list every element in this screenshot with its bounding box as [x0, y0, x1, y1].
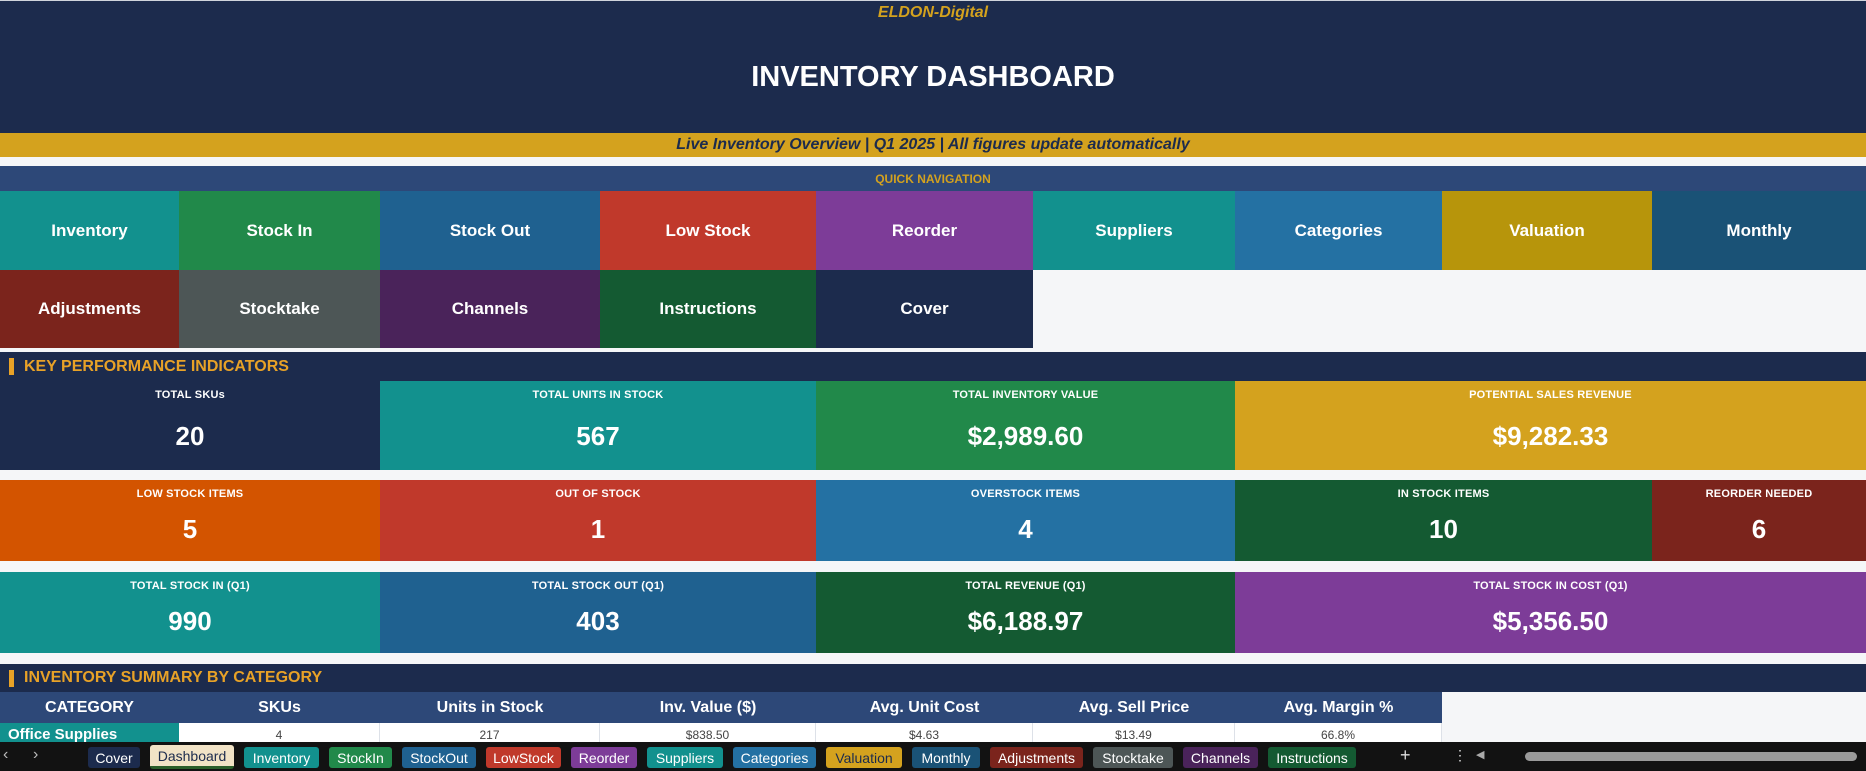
kpi-in-stock-items: IN STOCK ITEMS 10 — [1235, 480, 1652, 561]
nav-button-stock-in[interactable]: Stock In — [179, 191, 380, 270]
kpi-label: IN STOCK ITEMS — [1397, 488, 1490, 500]
nav-button-monthly[interactable]: Monthly — [1652, 191, 1866, 270]
plus-icon[interactable]: + — [1400, 745, 1411, 765]
kpi-value: $5,356.50 — [1492, 606, 1609, 636]
nav-button-inventory[interactable]: Inventory — [0, 191, 179, 270]
dashboard-header: ELDON-Digital INVENTORY DASHBOARD — [0, 1, 1866, 133]
nav-button-channels[interactable]: Channels — [380, 270, 600, 348]
table-row-category: Office Supplies — [0, 723, 179, 742]
column-header-inv-value: Inv. Value ($) — [600, 692, 816, 723]
kpi-total-stock-out: TOTAL STOCK OUT (Q1) 403 — [380, 572, 816, 653]
kpi-label: TOTAL UNITS IN STOCK — [532, 389, 664, 401]
kpi-value: $9,282.33 — [1492, 421, 1609, 451]
table-cell-avg-price: $13.49 — [1033, 723, 1235, 742]
sheet-tab-channels[interactable]: Channels — [1183, 747, 1258, 768]
kpi-label: LOW STOCK ITEMS — [136, 488, 244, 500]
sheet-tab-stocktake[interactable]: Stocktake — [1093, 747, 1173, 768]
kpi-value: 4 — [1018, 514, 1033, 544]
kpi-total-stock-in-cost: TOTAL STOCK IN COST (Q1) $5,356.50 — [1235, 572, 1866, 653]
nav-button-categories[interactable]: Categories — [1235, 191, 1442, 270]
kpi-value: $6,188.97 — [967, 606, 1084, 636]
sheet-tab-valuation[interactable]: Valuation — [826, 747, 902, 768]
sheet-tab-dashboard[interactable]: Dashboard — [150, 745, 234, 769]
kpi-reorder-needed: REORDER NEEDED 6 — [1652, 480, 1866, 561]
scroll-left-icon[interactable]: ◀ — [1476, 749, 1485, 761]
column-header-units: Units in Stock — [380, 692, 600, 723]
table-cell-margin: 66.8% — [1235, 723, 1442, 742]
kpi-value: 403 — [576, 606, 620, 636]
kpi-label: TOTAL REVENUE (Q1) — [965, 580, 1086, 592]
scroll-tabs-right-icon[interactable]: › — [33, 746, 39, 763]
sheet-tab-reorder[interactable]: Reorder — [571, 747, 637, 768]
kpi-value: 990 — [168, 606, 212, 636]
sheet-tab-suppliers[interactable]: Suppliers — [647, 747, 723, 768]
kpi-overstock-items: OVERSTOCK ITEMS 4 — [816, 480, 1235, 561]
sheet-tab-adjustments[interactable]: Adjustments — [990, 747, 1083, 768]
kpi-potential-sales-revenue: POTENTIAL SALES REVENUE $9,282.33 — [1235, 381, 1866, 470]
column-header-skus: SKUs — [179, 692, 380, 723]
table-cell-avg-cost: $4.63 — [816, 723, 1033, 742]
sheet-tab-stockout[interactable]: StockOut — [402, 747, 476, 768]
kpi-value: 10 — [1429, 514, 1458, 544]
more-vertical-icon[interactable]: ⋮ — [1453, 747, 1467, 763]
summary-section-title: INVENTORY SUMMARY BY CATEGORY — [0, 664, 1866, 692]
kpi-label: TOTAL INVENTORY VALUE — [952, 389, 1099, 401]
kpi-label: REORDER NEEDED — [1705, 488, 1813, 500]
nav-button-reorder[interactable]: Reorder — [816, 191, 1033, 270]
nav-button-instructions[interactable]: Instructions — [600, 270, 816, 348]
kpi-total-revenue: TOTAL REVENUE (Q1) $6,188.97 — [816, 572, 1235, 653]
sheet-tab-bar: ‹ › Cover Dashboard Inventory StockIn St… — [0, 742, 1866, 771]
kpi-label: OUT OF STOCK — [555, 488, 641, 500]
top-gridline — [0, 0, 1866, 1]
kpi-label: TOTAL STOCK OUT (Q1) — [531, 580, 665, 592]
sheet-tab-instructions[interactable]: Instructions — [1268, 747, 1356, 768]
brand-name: ELDON-Digital — [877, 4, 989, 21]
kpi-section-title: KEY PERFORMANCE INDICATORS — [0, 352, 1866, 381]
sheet-tab-categories[interactable]: Categories — [733, 747, 816, 768]
horizontal-scrollbar[interactable] — [1525, 752, 1857, 761]
nav-button-cover[interactable]: Cover — [816, 270, 1033, 348]
quick-navigation-label: QUICK NAVIGATION — [0, 166, 1866, 192]
nav-button-stocktake[interactable]: Stocktake — [179, 270, 380, 348]
kpi-low-stock-items: LOW STOCK ITEMS 5 — [0, 480, 380, 561]
kpi-value: 6 — [1751, 514, 1767, 544]
sheet-tab-inventory[interactable]: Inventory — [244, 747, 319, 768]
kpi-value: 567 — [576, 421, 620, 451]
nav-button-low-stock[interactable]: Low Stock — [600, 191, 816, 270]
scroll-tabs-left-icon[interactable]: ‹ — [3, 746, 9, 763]
table-cell-inv-value: $838.50 — [600, 723, 816, 742]
kpi-total-units: TOTAL UNITS IN STOCK 567 — [380, 381, 816, 470]
column-header-avg-sell-price: Avg. Sell Price — [1033, 692, 1235, 723]
kpi-label: TOTAL SKUs — [155, 389, 225, 401]
nav-button-valuation[interactable]: Valuation — [1442, 191, 1652, 270]
sheet-tab-lowstock[interactable]: LowStock — [486, 747, 561, 768]
sheet-tab-monthly[interactable]: Monthly — [912, 747, 980, 768]
kpi-total-stock-in: TOTAL STOCK IN (Q1) 990 — [0, 572, 380, 653]
subtitle-bar: Live Inventory Overview | Q1 2025 | All … — [0, 133, 1866, 157]
kpi-total-inventory-value: TOTAL INVENTORY VALUE $2,989.60 — [816, 381, 1235, 470]
kpi-total-skus: TOTAL SKUs 20 — [0, 381, 380, 470]
kpi-value: 20 — [175, 421, 205, 451]
kpi-value: $2,989.60 — [967, 421, 1084, 451]
kpi-out-of-stock: OUT OF STOCK 1 — [380, 480, 816, 561]
nav-button-adjustments[interactable]: Adjustments — [0, 270, 179, 348]
sheet-tab-stockin[interactable]: StockIn — [329, 747, 392, 768]
kpi-label: OVERSTOCK ITEMS — [970, 488, 1081, 500]
nav-button-suppliers[interactable]: Suppliers — [1033, 191, 1235, 270]
kpi-value: 5 — [182, 514, 198, 544]
nav-button-stock-out[interactable]: Stock Out — [380, 191, 600, 270]
kpi-label: TOTAL STOCK IN COST (Q1) — [1473, 580, 1628, 592]
kpi-value: 1 — [590, 514, 606, 544]
kpi-label: TOTAL STOCK IN (Q1) — [130, 580, 250, 592]
sheet-tab-cover[interactable]: Cover — [88, 747, 140, 768]
kpi-label: POTENTIAL SALES REVENUE — [1469, 389, 1632, 401]
page-title: INVENTORY DASHBOARD — [751, 61, 1115, 93]
table-cell-units: 217 — [380, 723, 600, 742]
column-header-category: CATEGORY — [0, 692, 179, 723]
table-cell-skus: 4 — [179, 723, 380, 742]
column-header-avg-margin: Avg. Margin % — [1235, 692, 1442, 723]
column-header-avg-unit-cost: Avg. Unit Cost — [816, 692, 1033, 723]
